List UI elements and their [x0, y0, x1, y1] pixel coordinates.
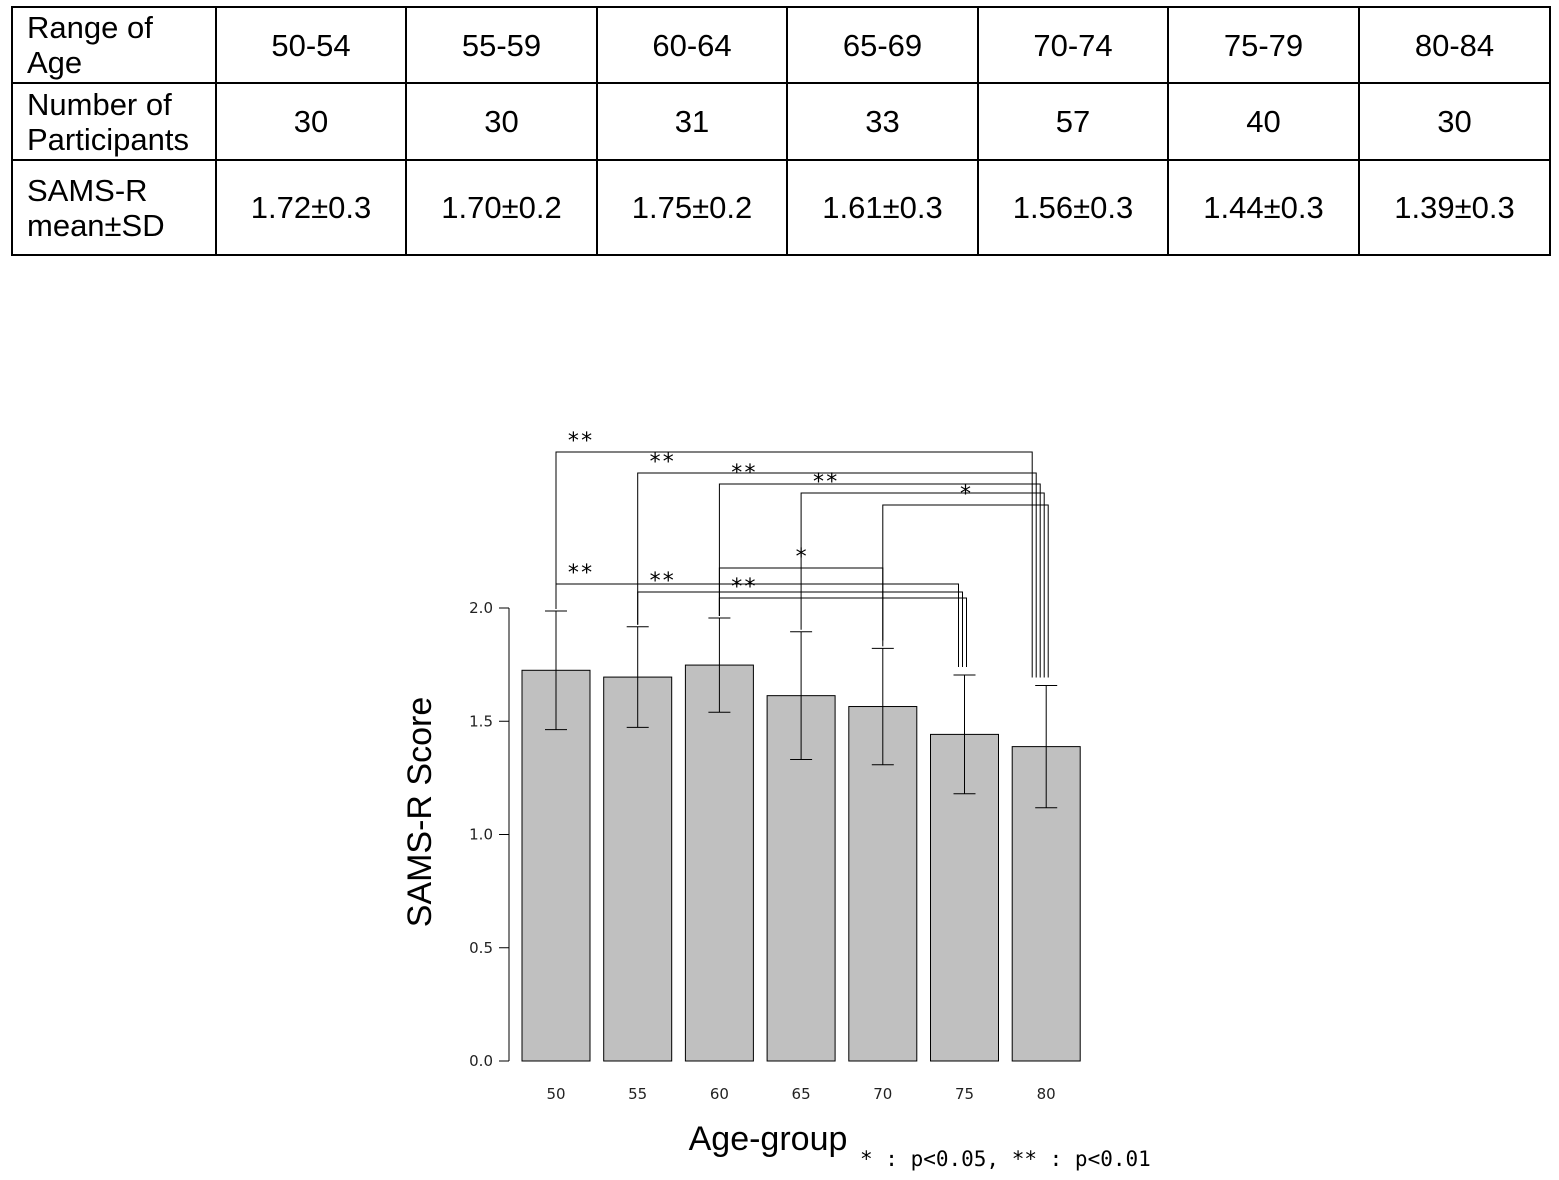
participants-row: Number of Participants 30 30 31 33 57 40…	[11, 82, 1551, 161]
significance-legend: * : p<0.05, ** : p<0.01	[860, 1147, 1151, 1171]
significance-mark: **	[730, 575, 757, 600]
significance-mark: *	[959, 482, 972, 507]
age-range-cell: 55-59	[405, 6, 598, 84]
y-tick-label: 2.0	[469, 599, 493, 617]
age-range-cell: 50-54	[215, 6, 407, 84]
x-tick-label: 75	[955, 1085, 974, 1103]
row-header-mean-sd: SAMS-R mean±SD	[11, 159, 217, 256]
x-tick-label: 70	[873, 1085, 892, 1103]
significance-bracket	[718, 483, 1041, 678]
mean-sd-cell: 1.44±0.3	[1167, 159, 1360, 256]
x-tick-label: 65	[792, 1085, 811, 1103]
participants-cell: 33	[786, 82, 979, 161]
y-axis-title: SAMS-R Score	[401, 697, 439, 928]
significance-mark: **	[812, 470, 839, 495]
significance-bracket	[555, 583, 959, 668]
significance-mark: **	[648, 569, 675, 594]
mean-sd-cell: 1.56±0.3	[977, 159, 1169, 256]
age-range-cell: 60-64	[596, 6, 788, 84]
significance-brackets: **** ** ** **** ** **	[555, 429, 1049, 678]
age-range-row: Range of Age 50-54 55-59 60-64 65-69 70-…	[11, 6, 1551, 84]
row-header-participants: Number of Participants	[11, 82, 217, 161]
error-bars	[545, 610, 1058, 809]
significance-bracket	[637, 472, 1037, 678]
significance-mark: *	[794, 545, 807, 570]
x-tick-label: 60	[710, 1085, 729, 1103]
significance-mark: **	[730, 461, 757, 486]
participants-cell: 30	[1358, 82, 1551, 161]
x-tick-label: 55	[628, 1085, 647, 1103]
chart-axes: 0.0 0.5 1.0 1.5 2.0 50 55 60 65 70 75 80	[469, 599, 1056, 1103]
y-tick-label: 0.5	[469, 939, 493, 957]
age-range-cell: 75-79	[1167, 6, 1360, 84]
bar	[684, 664, 754, 1062]
participants-cell: 40	[1167, 82, 1360, 161]
significance-bracket	[718, 597, 967, 668]
summary-table: Range of Age 50-54 55-59 60-64 65-69 70-…	[11, 6, 1551, 256]
participants-cell: 57	[977, 82, 1169, 161]
chart-bars	[521, 664, 1081, 1062]
mean-sd-cell: 1.72±0.3	[215, 159, 407, 256]
bar	[603, 676, 673, 1062]
mean-sd-cell: 1.39±0.3	[1358, 159, 1551, 256]
bar	[848, 706, 918, 1062]
age-range-cell: 70-74	[977, 6, 1169, 84]
mean-sd-cell: 1.70±0.2	[405, 159, 598, 256]
mean-sd-row: SAMS-R mean±SD 1.72±0.3 1.70±0.2 1.75±0.…	[11, 159, 1551, 256]
significance-mark: **	[567, 561, 594, 586]
mean-sd-cell: 1.75±0.2	[596, 159, 788, 256]
significance-mark: **	[648, 450, 675, 475]
x-tick-label: 80	[1037, 1085, 1056, 1103]
significance-bracket	[637, 591, 963, 668]
significance-bracket	[882, 504, 1049, 678]
significance-bracket	[555, 451, 1033, 678]
y-tick-label: 0.0	[469, 1052, 493, 1070]
row-header-age-range: Range of Age	[11, 6, 217, 84]
participants-cell: 30	[405, 82, 598, 161]
x-axis-title: Age-group	[689, 1120, 848, 1158]
age-range-cell: 65-69	[786, 6, 979, 84]
participants-cell: 30	[215, 82, 407, 161]
mean-sd-cell: 1.61±0.3	[786, 159, 979, 256]
age-range-cell: 80-84	[1358, 6, 1551, 84]
significance-bracket	[800, 492, 1045, 678]
y-tick-label: 1.5	[469, 712, 493, 730]
x-tick-label: 50	[546, 1085, 565, 1103]
significance-mark: **	[567, 429, 594, 454]
y-tick-label: 1.0	[469, 826, 493, 844]
participants-cell: 31	[596, 82, 788, 161]
